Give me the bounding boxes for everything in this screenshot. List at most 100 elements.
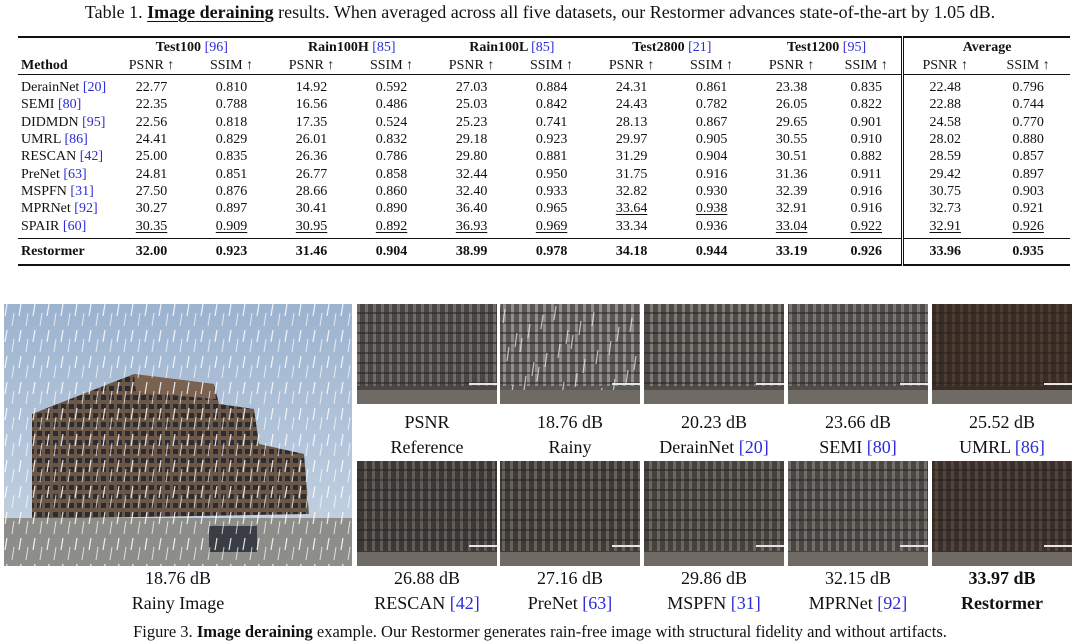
metric-header-row: Method PSNR ↑ SSIM ↑ PSNR ↑ SSIM ↑ PSNR ↑ SSI… [18,56,1070,75]
cell-value: 28.02 [929,132,961,148]
cell-value: 0.832 [375,132,408,148]
method-ref[interactable]: [31] [70,183,94,199]
results-body: DerainNet [20] 22.77 0.810 14.92 0.592 27.03 0… [18,74,1070,266]
cell-value: 0.922 [850,218,883,234]
method-label-ref[interactable]: [20] [738,437,769,457]
dataset-ref[interactable]: [85] [531,39,555,55]
dataset-ref[interactable]: [96] [204,39,228,55]
large-image-label: Rainy Image [131,593,225,613]
psnr-cell: 24.41 [112,131,192,148]
thumbnail-bottom-4-psnr: 33.97 dB [968,568,1036,588]
thumbnail-top-4 [932,304,1072,404]
method-label-ref[interactable]: [80] [866,437,897,457]
figure-caption-text: example. Our Restormer generates rain-fr… [316,622,947,641]
thumbnail-top-2-label: DerainNet [20] [638,436,790,458]
psnr-cell: 30.35 [112,217,192,238]
ssim-cell: 0.842 [511,96,592,113]
dataset-ref[interactable]: [21] [688,39,712,55]
method-ref[interactable]: [60] [62,218,87,234]
dataset-header: Test2800 [21] [592,37,752,56]
psnr-cell: 36.40 [432,200,512,217]
method-name: SEMI [21,97,55,113]
psnr-cell: 22.56 [112,114,192,131]
ssim-cell: 0.910 [831,131,902,148]
thumbnail-bottom-4 [932,461,1072,566]
cell-value: 0.835 [850,80,883,96]
table-row: SEMI [80] 22.35 0.788 16.56 0.486 25.03 0.842 2… [18,96,1070,114]
thumbnail-top-2-psnr: 20.23 dB [680,412,747,432]
method-label-ref[interactable]: [86] [1014,437,1045,457]
ssim-cell: 0.921 [986,200,1070,217]
ssim-cell: 0.922 [831,217,902,238]
cell-value: 0.923 [215,243,248,259]
psnr-cell: 33.19 [751,237,832,266]
psnr-cell: 28.13 [592,114,672,131]
method-label-ref[interactable]: [63] [582,593,613,613]
psnr-cell: 31.36 [752,165,832,182]
psnr-cell: 29.42 [901,165,987,183]
thumbnail-top-3-label: SEMI [80] [782,436,934,458]
thumbnail-top-1-label: Rainy [494,436,646,458]
cell-value: 0.867 [695,114,728,130]
cell-value: 31.75 [615,166,648,182]
method-ref[interactable]: [20] [82,80,107,96]
cell-value: 0.892 [375,218,408,234]
cell-value: 33.96 [929,243,961,259]
method-ref[interactable]: [42] [79,149,104,165]
cell-value: 0.897 [215,201,248,217]
method-ref[interactable]: [92] [74,201,98,217]
psnr-cell: 27.50 [112,183,192,200]
cell-value: 25.00 [135,149,168,165]
cell-value: 0.592 [375,80,408,96]
method-name: Restormer [21,243,85,259]
method-label-ref[interactable]: [42] [449,593,480,613]
ssim-cell: 0.978 [511,237,592,266]
ssim-cell: 0.832 [351,131,432,148]
dataset-ref[interactable]: [85] [372,39,396,55]
thumbnail-bottom-2-label: MSPFN [31] [638,592,790,614]
cell-value: 0.741 [535,114,568,130]
cell-value: 0.788 [215,97,248,113]
method-header: Method [21,57,68,73]
cell-value: 30.51 [775,149,808,165]
cell-value: 0.860 [375,183,408,199]
dataset-ref[interactable]: [95] [842,39,867,55]
method-cell: PreNet [63] [18,165,112,182]
method-ref[interactable]: [95] [82,114,106,130]
ssim-cell: 0.786 [351,148,432,165]
method-ref[interactable]: [63] [63,166,87,182]
thumbnail-top-3 [788,304,928,404]
ssim-cell: 0.788 [191,96,272,113]
method-ref[interactable]: [86] [64,132,88,148]
table-row: PreNet [63] 24.81 0.851 26.77 0.858 32.44 0.95… [18,165,1070,183]
ssim-cell: 0.938 [671,200,752,217]
method-label-ref[interactable]: [31] [730,593,761,613]
dataset-header: Test1200 [95] [752,37,903,56]
method-ref[interactable]: [80] [57,97,82,113]
method-cell: MSPFN [31] [18,183,112,200]
cell-value: 33.19 [775,243,808,259]
ssim-cell: 0.903 [986,183,1070,200]
ssim-cell: 0.829 [191,131,272,148]
method-name: PreNet [21,166,60,182]
cell-value: 0.965 [535,201,568,217]
dataset-name: Rain100H [308,39,369,55]
table-caption-bold: Image deraining [147,2,274,22]
psnr-cell: 24.43 [592,96,672,113]
cell-value: 0.796 [1012,80,1044,96]
psnr-header: PSNR ↑ [448,57,495,73]
ssim-cell: 0.592 [351,74,432,97]
cell-value: 22.48 [929,80,961,96]
method-label-ref[interactable]: [92] [877,593,908,613]
cell-value: 0.857 [1012,149,1044,165]
table-row: RESCAN [42] 25.00 0.835 26.36 0.786 29.80 0.88… [18,148,1070,166]
ssim-cell: 0.851 [191,165,272,182]
psnr-cell: 32.39 [752,183,832,200]
psnr-cell: 29.80 [432,148,512,165]
cell-value: 0.909 [215,218,248,234]
psnr-cell: 30.27 [112,200,192,217]
thumbnail-bottom-0 [357,461,497,566]
psnr-cell: 22.77 [111,74,192,97]
method-name: RESCAN [21,149,77,165]
cell-value: 30.95 [295,218,328,234]
